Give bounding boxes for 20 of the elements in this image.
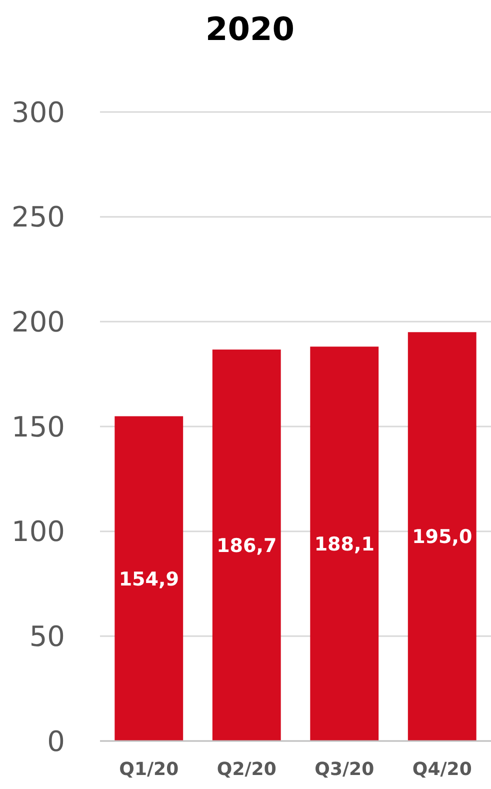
bar	[310, 346, 379, 741]
bar	[114, 416, 184, 741]
x-tick-label: Q3/20	[314, 759, 374, 780]
x-tick-label: Q1/20	[119, 759, 179, 780]
bar	[212, 350, 281, 741]
y-tick-label: 250	[12, 200, 65, 234]
y-tick-label: 50	[29, 620, 65, 653]
y-tick-label: 200	[12, 305, 65, 338]
bar	[408, 332, 476, 741]
data-label: 186,7	[216, 534, 277, 557]
y-tick-label: 0	[47, 724, 65, 758]
y-tick-label: 150	[12, 410, 65, 444]
data-label: 188,1	[314, 533, 374, 556]
chart-title: 2020	[205, 10, 295, 48]
y-tick-label: 100	[12, 515, 65, 548]
x-tick-label: Q4/20	[412, 759, 472, 780]
data-label: 154,9	[118, 568, 179, 590]
data-label: 195,0	[412, 526, 472, 548]
x-tick-label: Q2/20	[216, 759, 276, 780]
y-tick-label: 300	[12, 96, 65, 129]
